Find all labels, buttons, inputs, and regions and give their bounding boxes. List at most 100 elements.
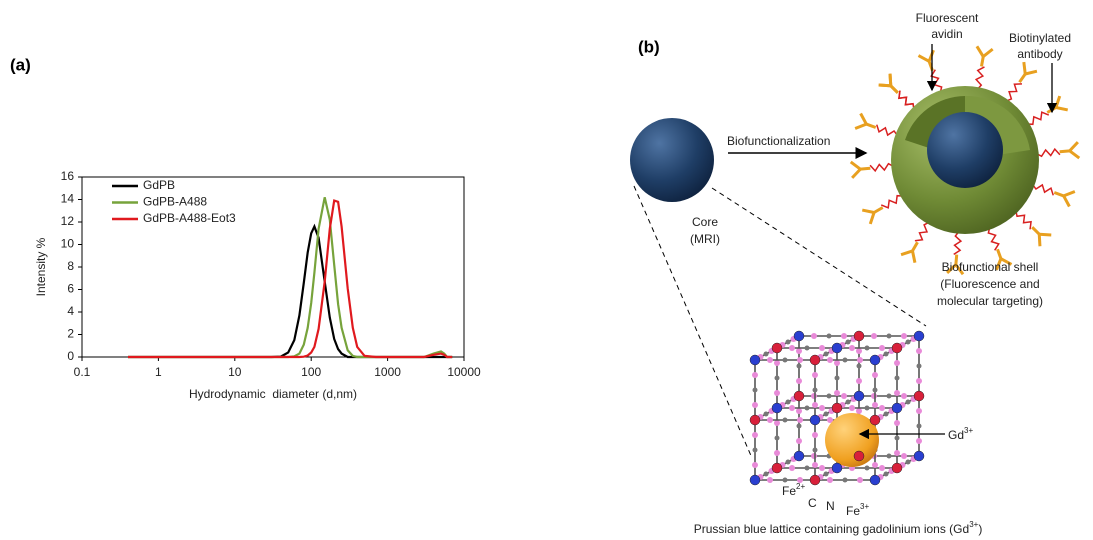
antibody-linker xyxy=(1032,183,1054,196)
antibody-linker xyxy=(880,194,903,209)
lattice-atom xyxy=(811,333,817,339)
lattice-atom xyxy=(864,345,870,351)
antibody-arm xyxy=(851,168,862,179)
lattice-atom xyxy=(774,360,780,366)
lattice-node xyxy=(771,402,783,414)
ion-base: Fe xyxy=(782,484,796,498)
lattice-atom xyxy=(752,462,758,468)
panel-label: (b) xyxy=(638,37,660,56)
y-tick-label: 8 xyxy=(67,259,74,273)
lattice-node xyxy=(913,330,925,342)
lattice-atom xyxy=(826,393,832,399)
lattice-atom xyxy=(894,360,900,366)
plot-frame xyxy=(81,176,465,358)
antibody-stem xyxy=(860,166,871,171)
caption-end: ) xyxy=(978,522,982,536)
lattice-node xyxy=(809,414,821,426)
lattice-atom xyxy=(767,417,773,423)
lattice-atom xyxy=(763,471,769,477)
zoom-line xyxy=(711,187,927,327)
x-tick-label: 10000 xyxy=(447,365,481,379)
lattice-atom xyxy=(774,420,780,426)
lattice-atom xyxy=(797,417,803,423)
lattice-atom xyxy=(785,339,791,345)
lattice-atom xyxy=(834,360,840,366)
lattice-atom xyxy=(845,399,851,405)
antibody-linker xyxy=(869,162,894,173)
lattice-atom xyxy=(916,408,922,414)
lattice-atom xyxy=(864,405,870,411)
lattice-atom xyxy=(752,387,758,393)
lattice-atom xyxy=(774,450,780,456)
lattice-atom xyxy=(856,363,862,369)
antibody-arm xyxy=(878,83,891,88)
lattice-node xyxy=(771,462,783,474)
series-line xyxy=(128,223,453,359)
antibody-stem xyxy=(954,254,959,265)
lattice-atom xyxy=(797,477,803,483)
lattice-atom xyxy=(812,432,818,438)
antibody-arm xyxy=(1022,61,1027,75)
y-tick-label: 14 xyxy=(61,192,75,206)
lattice-atom xyxy=(811,453,817,459)
antibody-arm xyxy=(1037,234,1042,247)
label: Fluorescent xyxy=(916,11,979,25)
y-tick-label: 2 xyxy=(67,327,74,341)
lattice-atom xyxy=(905,339,911,345)
lattice-atom xyxy=(767,477,773,483)
antibody-linker xyxy=(914,221,930,242)
lattice-atom xyxy=(872,372,878,378)
lattice-atom xyxy=(871,333,877,339)
antibody-arm xyxy=(982,47,994,58)
lattice-atom xyxy=(916,438,922,444)
lattice-atom xyxy=(811,393,817,399)
lattice-atom xyxy=(823,351,829,357)
lattice-atom xyxy=(819,405,825,411)
lattice-atom xyxy=(872,402,878,408)
lattice-atom xyxy=(796,348,802,354)
lattice-atom xyxy=(905,399,911,405)
ion-label: Fe3+ xyxy=(846,502,869,518)
lattice-atom xyxy=(841,333,847,339)
legend-label: GdPB-A488-Eot3 xyxy=(143,211,236,225)
antibody-stem xyxy=(865,122,877,129)
antibody-linker xyxy=(1006,83,1022,102)
lattice-atom xyxy=(826,333,832,339)
label: avidin xyxy=(931,27,962,41)
lattice-atom xyxy=(856,378,862,384)
core-label: Core xyxy=(692,215,718,229)
lattice-node xyxy=(891,342,903,354)
antibody-stem xyxy=(889,84,899,94)
antibody-stem xyxy=(1018,73,1027,84)
antibody-stem xyxy=(1031,226,1041,236)
lattice-node xyxy=(793,330,805,342)
antibody-arm xyxy=(859,112,868,125)
lattice-atom xyxy=(841,393,847,399)
lattice-atom xyxy=(782,477,788,483)
lattice-atom xyxy=(894,420,900,426)
lattice-atom xyxy=(827,477,833,483)
lattice-atom xyxy=(857,357,863,363)
y-tick-label: 10 xyxy=(61,237,75,251)
antibody-linker xyxy=(974,66,985,90)
x-tick-label: 100 xyxy=(301,365,321,379)
x-tick-label: 1 xyxy=(155,365,162,379)
lattice-node xyxy=(891,402,903,414)
lattice-atom xyxy=(857,477,863,483)
antibody-arm xyxy=(900,249,913,257)
lattice-atom xyxy=(916,348,922,354)
antibodies xyxy=(849,45,1081,276)
lattice-atom xyxy=(804,345,810,351)
lattice-atom xyxy=(916,378,922,384)
lattice-node xyxy=(793,450,805,462)
antibody-arm xyxy=(854,122,867,130)
lattice-atom xyxy=(796,363,802,369)
antibody-arm xyxy=(849,160,862,171)
lattice-atom xyxy=(812,447,818,453)
antibody-linker xyxy=(1027,111,1050,126)
lattice-atom xyxy=(871,393,877,399)
lattice-atom xyxy=(894,435,900,441)
shell-label: Biofunctional shell xyxy=(942,260,1039,274)
core-label: (MRI) xyxy=(690,232,720,246)
x-tick-label: 1000 xyxy=(374,365,401,379)
